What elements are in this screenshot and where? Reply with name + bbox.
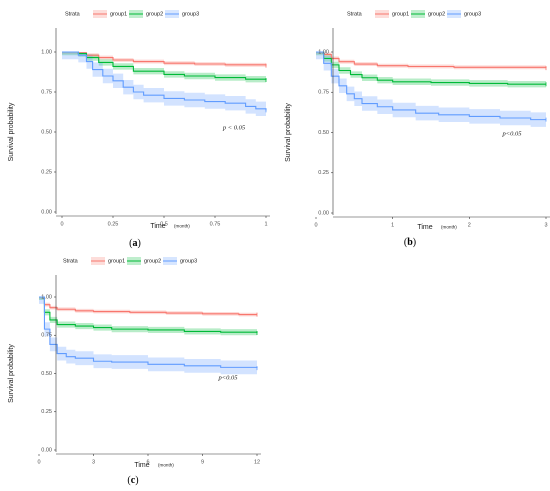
x-tick-label: 0.75 (210, 221, 221, 227)
y-tick-label: 0.50 (41, 129, 52, 135)
legend-label-group1: group1 (392, 11, 409, 17)
legend-key-group1: group1 (375, 10, 409, 18)
panel-label-close: ) (413, 237, 416, 248)
legend-title: Strata (63, 258, 79, 264)
x-axis-unit: (month) (158, 463, 174, 468)
survival-curve-group1 (316, 51, 547, 69)
survival-curve-group3 (316, 51, 546, 121)
panel-label-close: ) (135, 475, 138, 486)
survival-curve-group2 (316, 51, 546, 85)
y-tick-label: 0.25 (41, 409, 52, 415)
legend-key-group3: group3 (447, 10, 481, 18)
survival-curve-group3 (39, 296, 258, 369)
p-value-annotation: p<0.05 (217, 374, 238, 381)
legend: Strata group1 group2 group3 (63, 257, 197, 265)
legend-key-group2: group2 (411, 10, 445, 18)
panel-label: (b) (404, 237, 416, 248)
legend-key-group3: group3 (165, 10, 199, 18)
x-tick-label: 3 (544, 222, 547, 228)
x-tick-label: 2 (468, 222, 471, 228)
x-axis-title: Time (134, 462, 149, 469)
p-value-annotation: p<0.05 (501, 130, 522, 137)
x-tick-label: 3 (92, 459, 95, 465)
x-axis-unit: (month) (441, 225, 457, 230)
y-tick-label: 0.25 (318, 170, 329, 176)
legend: Strata group1 group2 group3 (347, 10, 481, 18)
survival-curve-group3 (62, 51, 267, 111)
x-tick-label: 0.5 (160, 221, 168, 227)
survival-curve-group2 (39, 296, 258, 333)
x-tick-label: 0 (37, 459, 40, 465)
y-tick-label: 0.50 (41, 371, 52, 377)
panel-c: Strata group1 group2 group3 0.00 0.25 0.50 0.75… (8, 257, 261, 486)
x-tick-label: 0 (60, 221, 63, 227)
legend-key-group2: group2 (129, 10, 163, 18)
panel-a: Strata group1 group2 group30.000.250.500.75… (8, 10, 270, 249)
legend-label-group2: group2 (146, 11, 163, 17)
legend-label-group3: group3 (182, 11, 199, 17)
panel-label-open: ( (129, 238, 133, 249)
y-axis-title: Survival probability (8, 344, 15, 403)
x-tick-label: 0 (314, 222, 317, 228)
legend-key-group2: group2 (127, 257, 161, 265)
y-axis-title: Survival probability (285, 103, 292, 162)
x-tick-label: 1 (264, 221, 267, 227)
y-tick-label: 0.50 (318, 130, 329, 136)
x-tick-label: 9 (201, 459, 204, 465)
x-tick-label: 0.25 (108, 221, 119, 227)
ci-band-group3 (39, 297, 257, 376)
legend-key-group1: group1 (91, 257, 125, 265)
panel-label-letter: c (131, 475, 136, 486)
legend-label-group2: group2 (144, 258, 161, 264)
y-tick-label: 1.00 (318, 49, 329, 55)
y-tick-label: 0.25 (41, 169, 52, 175)
legend-label-group3: group3 (464, 11, 481, 17)
x-tick-label: 12 (254, 459, 260, 465)
x-tick-label: 6 (146, 459, 149, 465)
y-tick-label: 0.00 (41, 209, 52, 215)
ci-band-group3 (316, 52, 546, 127)
panel-label-close: ) (138, 238, 141, 249)
panel-label-letter: a (133, 238, 138, 249)
legend: Strata group1 group2 group3 (65, 10, 199, 18)
panel-label: (a) (129, 238, 141, 249)
legend-key-group1: group1 (93, 10, 127, 18)
legend-title: Strata (347, 11, 363, 17)
y-tick-label: 0.75 (41, 333, 52, 339)
panel-label: (c) (127, 475, 138, 486)
survival-curve-group1 (39, 296, 257, 316)
y-tick-label: 0.75 (41, 89, 52, 95)
panel-label-open: ( (404, 237, 408, 248)
legend-label-group1: group1 (110, 11, 127, 17)
ci-band-group2 (316, 52, 546, 88)
legend-label-group3: group3 (180, 258, 197, 264)
y-tick-label: 0.00 (41, 447, 52, 453)
y-tick-label: 1.00 (41, 49, 52, 55)
y-axis-title: Survival probability (8, 102, 15, 161)
legend-label-group1: group1 (108, 258, 125, 264)
panel-label-open: ( (127, 475, 131, 486)
x-tick-label: 1 (391, 222, 394, 228)
survival-curve-group1 (62, 51, 267, 66)
y-tick-label: 0.00 (318, 210, 329, 216)
ci-band-group1 (316, 52, 546, 71)
panel-label-letter: b (407, 237, 413, 248)
legend-title: Strata (65, 11, 81, 17)
y-tick-label: 1.00 (41, 294, 52, 300)
x-axis-title: Time (150, 223, 165, 230)
panel-b: Strata group1 group2 group3 0.00 0.25 0.50 0.75… (285, 10, 550, 248)
legend-key-group3: group3 (163, 257, 197, 265)
x-axis-unit: (month) (174, 224, 190, 229)
x-axis-title: Time (417, 224, 432, 231)
p-value-annotation: p < 0.05 (222, 124, 246, 131)
y-tick-label: 0.75 (318, 90, 329, 96)
legend-label-group2: group2 (428, 11, 445, 17)
